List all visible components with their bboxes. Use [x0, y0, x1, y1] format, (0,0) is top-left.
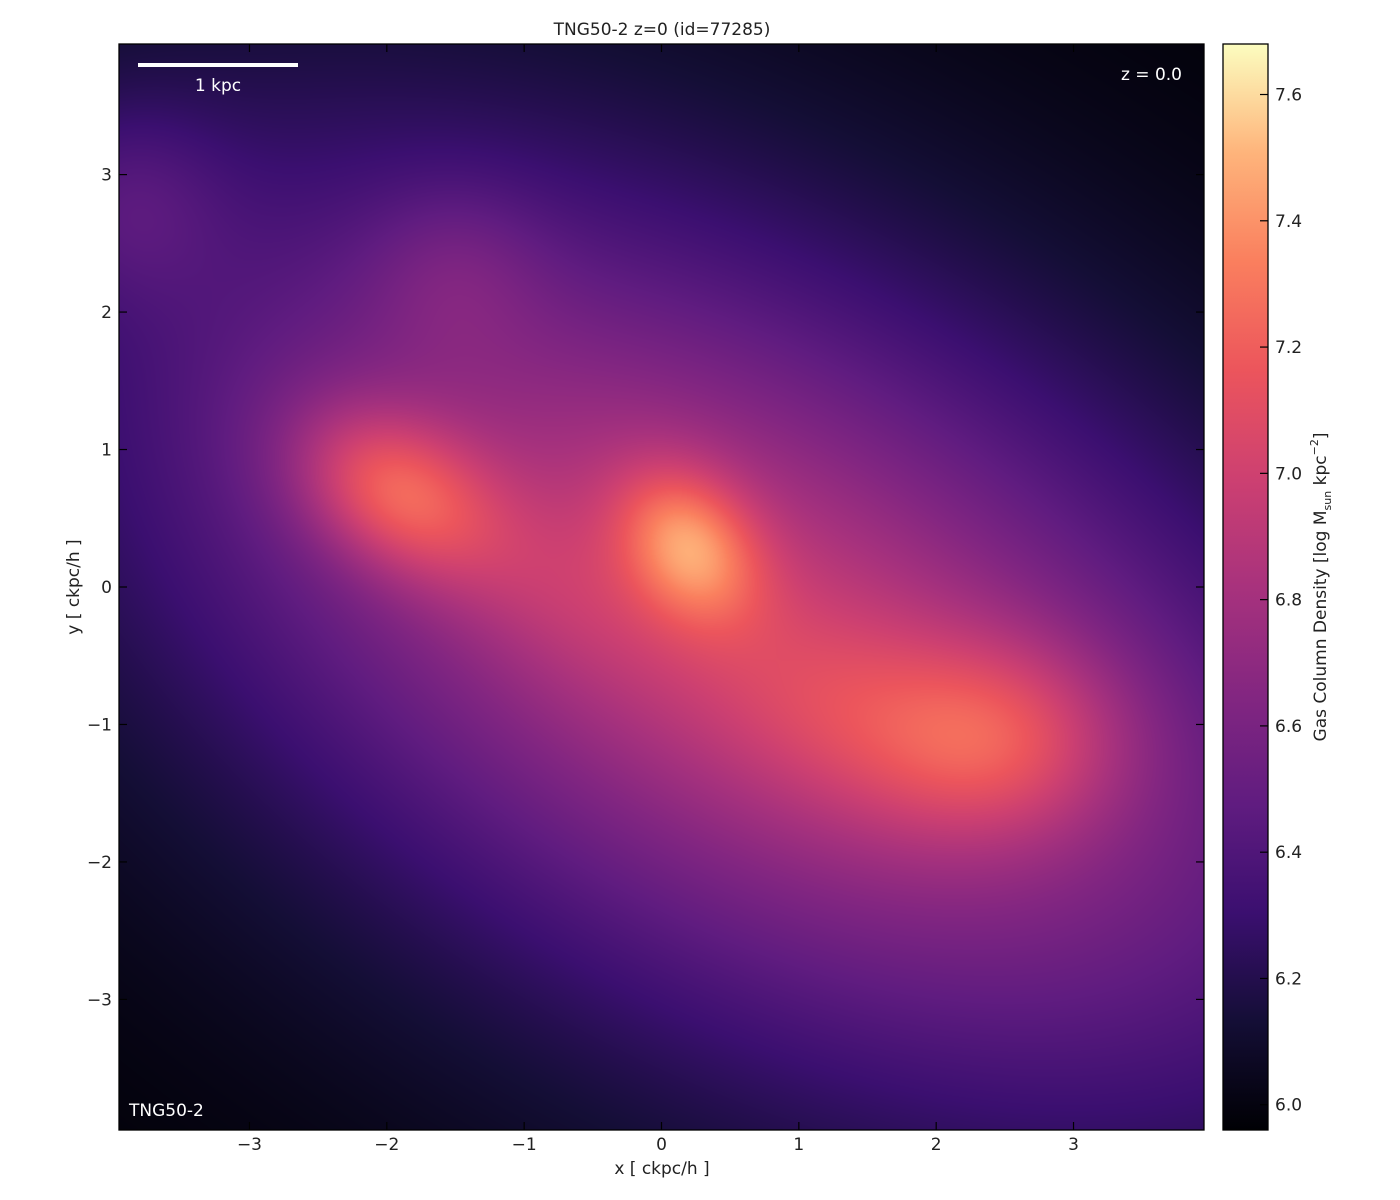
x-axis: −3 −2 −1 0 1 2 3 — [237, 44, 1079, 1155]
y-tick-label: −1 — [87, 715, 112, 735]
colorbar-tick-label: 6.6 — [1275, 717, 1302, 737]
colorbar-frame — [1222, 43, 1269, 1131]
y-tick-label: −3 — [87, 990, 112, 1010]
x-tick-label: 0 — [656, 1135, 667, 1155]
y-axis-label: y [ ckpc/h ] — [64, 539, 84, 634]
simulation-label: TNG50-2 — [128, 1101, 204, 1121]
colorbar-tick-label: 7.4 — [1275, 212, 1302, 232]
y-axis: −3 −2 −1 0 1 2 3 — [87, 166, 1204, 1010]
colorbar-gradient — [1223, 44, 1268, 1130]
y-tick-label: −2 — [87, 853, 112, 873]
y-tick-label: 1 — [101, 441, 112, 461]
x-tick-label: −3 — [237, 1135, 262, 1155]
colorbar-tick-label: 6.4 — [1275, 843, 1302, 863]
scale-bar: 1 kpc — [138, 63, 298, 96]
x-tick-label: 1 — [793, 1135, 804, 1155]
y-tick-label: 3 — [101, 166, 112, 186]
density-map — [119, 44, 1204, 1130]
colorbar-label: Gas Column Density [log Msun kpc−2] — [1308, 433, 1334, 742]
x-tick-label: 3 — [1068, 1135, 1079, 1155]
colorbar-tick-label: 7.0 — [1275, 464, 1302, 484]
colorbar-tick-label: 6.2 — [1275, 969, 1302, 989]
scale-bar-label: 1 kpc — [195, 76, 241, 96]
colorbar-ticks: 6.0 6.2 6.4 6.6 6.8 7.0 7.2 7.4 7.6 — [1260, 86, 1302, 1116]
redshift-label: z = 0.0 — [1121, 65, 1182, 85]
x-tick-label: −2 — [374, 1135, 399, 1155]
plot-area — [118, 43, 1205, 1131]
x-tick-label: 2 — [931, 1135, 942, 1155]
x-tick-label: −1 — [512, 1135, 537, 1155]
chart-title: TNG50-2 z=0 (id=77285) — [553, 20, 771, 40]
x-axis-label: x [ ckpc/h ] — [614, 1159, 709, 1179]
colorbar-tick-label: 6.8 — [1275, 591, 1302, 611]
y-tick-label: 0 — [101, 578, 112, 598]
colorbar: 6.0 6.2 6.4 6.6 6.8 7.0 7.2 7.4 7.6 Gas Column D… — [1222, 43, 1334, 1131]
colorbar-tick-label: 7.6 — [1275, 86, 1302, 106]
colorbar-tick-label: 7.2 — [1275, 338, 1302, 358]
y-tick-label: 2 — [101, 303, 112, 323]
colorbar-tick-label: 6.0 — [1275, 1096, 1302, 1116]
